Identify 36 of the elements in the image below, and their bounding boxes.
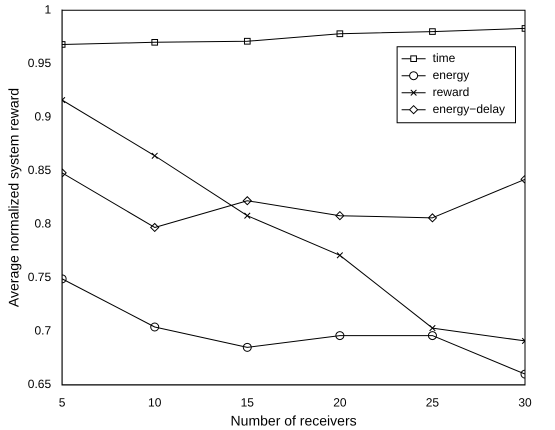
point xyxy=(151,152,158,160)
point xyxy=(428,213,437,222)
point xyxy=(335,211,344,220)
point xyxy=(244,212,251,220)
y-tick-label: 0.9 xyxy=(34,110,52,124)
y-axis-title: Average normalized system reward xyxy=(5,88,22,308)
point xyxy=(242,196,252,206)
x-axis-title: Number of receivers xyxy=(230,412,357,428)
y-tick-label: 0.65 xyxy=(28,377,52,392)
x-tick-label: 15 xyxy=(240,395,254,410)
point xyxy=(150,222,160,232)
point xyxy=(336,30,344,38)
legend-label: reward xyxy=(432,85,470,100)
y-tick-label: 0.95 xyxy=(28,56,52,70)
legend-label: energy−delay xyxy=(432,102,506,116)
y-tick-label: 0.8 xyxy=(34,216,52,231)
x-tick-label: 5 xyxy=(58,395,66,410)
point xyxy=(244,38,251,45)
point xyxy=(429,324,436,332)
x-tick-label: 25 xyxy=(426,395,440,410)
point xyxy=(428,331,437,340)
legend-label: energy xyxy=(432,68,470,82)
y-tick-label: 1 xyxy=(44,2,52,17)
point xyxy=(151,38,158,46)
point xyxy=(242,342,252,352)
point xyxy=(150,322,160,332)
x-tick-label: 10 xyxy=(148,395,162,410)
point xyxy=(336,252,344,259)
point xyxy=(429,28,436,35)
x-tick-label: 30 xyxy=(518,395,532,410)
point xyxy=(335,331,344,340)
y-tick-label: 0.85 xyxy=(28,163,52,178)
x-tick-label: 20 xyxy=(333,395,347,410)
y-tick-label: 0.7 xyxy=(34,324,52,338)
y-tick-label: 0.75 xyxy=(28,270,52,284)
legend-label: time xyxy=(432,51,456,66)
